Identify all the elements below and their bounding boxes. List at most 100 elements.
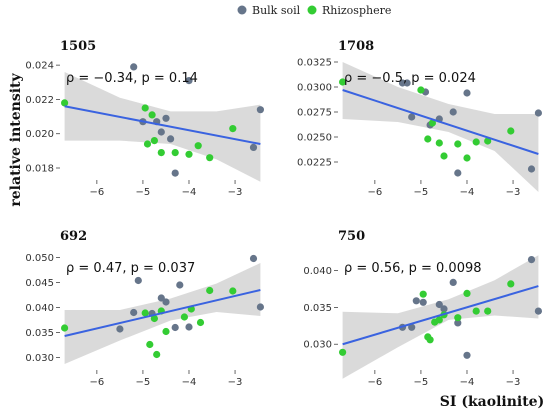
point-bulk-soil: [403, 79, 411, 87]
panel-title: 750: [338, 229, 365, 244]
legend-label-bulk-soil: Bulk soil: [252, 4, 301, 17]
y-tick-label: 0.022: [25, 95, 54, 106]
point-rhizosphere: [229, 287, 237, 295]
point-bulk-soil: [440, 305, 448, 313]
panel-title: 692: [60, 229, 87, 244]
y-tick-label: 0.045: [25, 278, 54, 289]
x-tick-label: −5: [136, 187, 151, 198]
x-tick-label: −6: [89, 187, 104, 198]
point-bulk-soil: [527, 165, 536, 173]
x-tick-label: −3: [506, 377, 521, 388]
point-rhizosphere: [454, 140, 462, 148]
point-bulk-soil: [157, 294, 165, 302]
point-rhizosphere: [206, 286, 214, 295]
confidence-band: [342, 62, 539, 192]
x-tick-label: −6: [89, 377, 104, 388]
point-bulk-soil: [162, 114, 170, 122]
point-rhizosphere: [507, 127, 515, 135]
confidence-band: [64, 72, 261, 182]
panel-title: 1505: [60, 39, 96, 54]
point-rhizosphere: [153, 350, 161, 359]
y-tick-label: 0.0225: [297, 158, 332, 169]
point-rhizosphere: [162, 327, 170, 336]
x-tick-label: −3: [506, 187, 521, 198]
point-rhizosphere: [339, 78, 347, 86]
y-tick-label: 0.018: [25, 164, 54, 175]
point-bulk-soil: [171, 169, 179, 177]
y-tick-label: 0.030: [25, 353, 54, 364]
y-tick-label: 0.020: [25, 129, 54, 140]
x-tick-label: −5: [414, 377, 429, 388]
point-rhizosphere: [146, 340, 154, 349]
point-rhizosphere: [171, 149, 179, 157]
point-rhizosphere: [419, 290, 427, 298]
panel-1708: 1708 0.0225 0.0250 0.0275 0.0300 0.0325 −6 −5 −4…: [297, 39, 543, 198]
regression-line: [64, 289, 261, 337]
point-bulk-soil: [449, 108, 457, 116]
point-bulk-soil: [435, 300, 443, 309]
point-bulk-soil: [162, 298, 170, 306]
point-bulk-soil: [176, 281, 184, 289]
point-rhizosphere: [180, 313, 188, 321]
legend-marker-rhizosphere: [307, 5, 317, 15]
x-tick-label: −5: [136, 377, 151, 388]
point-rhizosphere: [435, 316, 443, 324]
point-rhizosphere: [484, 137, 492, 145]
point-rhizosphere: [157, 149, 165, 157]
panel-692: 692 0.030 0.035 0.040 0.045 0.050 −6 −5 −4 −3 ρ = …: [25, 229, 264, 388]
point-rhizosphere: [435, 139, 443, 147]
point-rhizosphere: [194, 142, 202, 150]
point-rhizosphere: [472, 307, 480, 315]
y-tick-label: 0.040: [25, 303, 54, 314]
point-bulk-soil: [527, 256, 536, 264]
point-rhizosphere: [339, 348, 347, 356]
point-rhizosphere: [150, 314, 158, 323]
x-tick-label: −4: [460, 377, 475, 388]
x-tick-label: −3: [228, 377, 243, 388]
y-tick-label: 0.0250: [297, 133, 332, 144]
point-rhizosphere: [426, 336, 434, 344]
y-tick-label: 0.0275: [297, 108, 332, 119]
point-bulk-soil: [249, 143, 258, 151]
y-tick-label: 0.030: [303, 340, 332, 351]
point-rhizosphere: [424, 135, 432, 143]
point-bulk-soil: [185, 323, 193, 331]
x-tick-label: −6: [367, 377, 382, 388]
point-rhizosphere: [417, 86, 425, 94]
regression-line: [342, 89, 539, 155]
point-bulk-soil: [185, 77, 193, 85]
panel-1505: 1505 0.018 0.020 0.022 0.024 −6 −5 −4 −3 ρ = −0.3…: [25, 39, 264, 198]
point-rhizosphere: [196, 318, 205, 327]
y-tick-label: 0.0300: [297, 83, 332, 94]
point-bulk-soil: [534, 109, 543, 117]
point-bulk-soil: [249, 254, 258, 263]
correlation-annotation: ρ = −0.5, p = 0.024: [344, 71, 476, 86]
x-tick-label: −6: [367, 187, 382, 198]
y-tick-label: 0.040: [303, 266, 332, 277]
point-bulk-soil: [463, 89, 471, 97]
point-bulk-soil: [256, 303, 264, 311]
point-bulk-soil: [412, 297, 420, 305]
point-rhizosphere: [206, 154, 214, 162]
correlation-annotation: ρ = 0.47, p = 0.037: [66, 261, 195, 276]
point-rhizosphere: [507, 280, 515, 288]
point-bulk-soil: [449, 278, 457, 286]
legend-marker-bulk-soil: [237, 5, 247, 15]
point-rhizosphere: [61, 99, 69, 107]
y-tick-label: 0.035: [25, 328, 54, 339]
point-rhizosphere: [150, 137, 158, 145]
point-rhizosphere: [463, 289, 471, 297]
x-tick-label: −4: [182, 187, 197, 198]
point-rhizosphere: [472, 138, 480, 146]
point-rhizosphere: [61, 324, 69, 332]
x-tick-label: −3: [228, 187, 243, 198]
point-bulk-soil: [454, 169, 462, 177]
correlation-annotation: ρ = 0.56, p = 0.0098: [344, 261, 482, 276]
point-bulk-soil: [130, 308, 138, 317]
x-axis-label: SI (kaolinite): [440, 394, 544, 410]
point-rhizosphere: [141, 104, 149, 112]
legend: Bulk soil Rhizosphere: [237, 4, 391, 17]
point-bulk-soil: [419, 298, 427, 306]
regression-line: [64, 105, 261, 145]
